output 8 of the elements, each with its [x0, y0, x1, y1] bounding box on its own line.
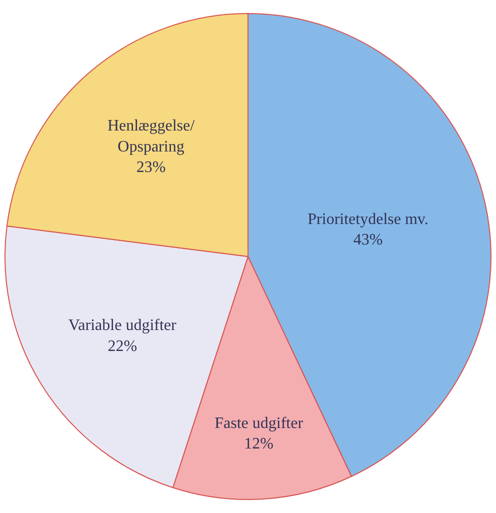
slice-label: Henlæggelse/ Opsparing [107, 117, 196, 156]
slice-label: Prioritetydelse mv. [308, 210, 428, 228]
data-label: 23% [136, 159, 166, 176]
data-label: 43% [353, 232, 383, 249]
data-label: 22% [108, 338, 138, 355]
slice-label: Variable udgifter [68, 317, 178, 334]
data-label: 12% [244, 436, 274, 453]
slice-label: Faste udgifter [214, 414, 304, 432]
